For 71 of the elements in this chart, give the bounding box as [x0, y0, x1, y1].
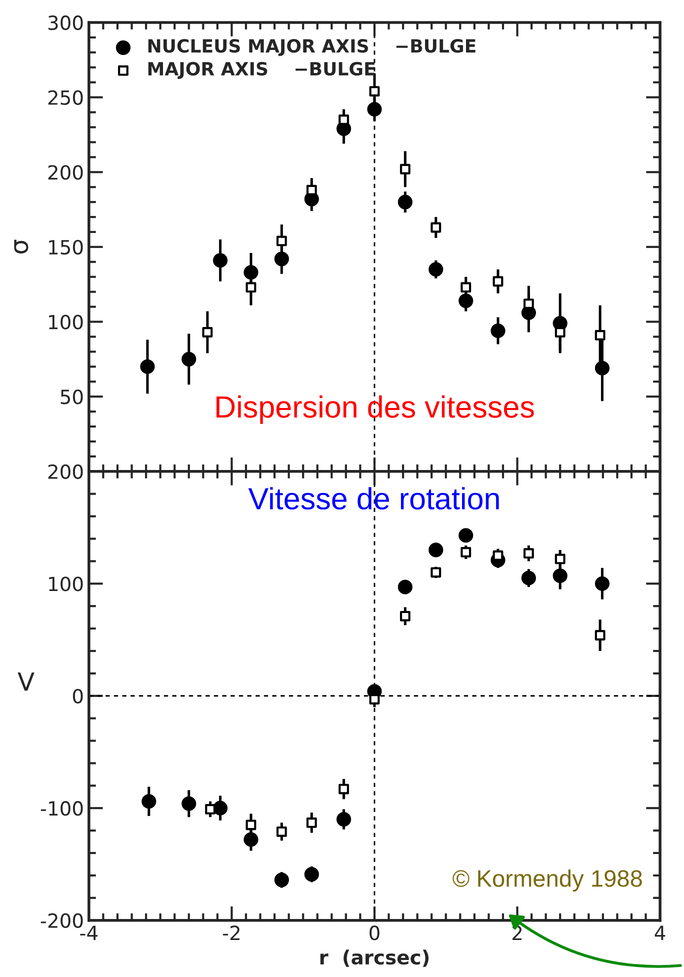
point: [212, 800, 228, 816]
point: [304, 867, 319, 882]
point: [244, 832, 258, 847]
point: [336, 812, 352, 827]
point: [554, 554, 566, 564]
y-tick-label: 100: [49, 314, 83, 330]
point: [398, 194, 412, 210]
y-tick-label: 200: [48, 464, 83, 480]
point: [492, 276, 504, 287]
point: [244, 265, 258, 280]
point: [458, 528, 474, 543]
point: [274, 252, 289, 266]
point: [400, 164, 410, 174]
point: [182, 796, 196, 811]
point: [552, 568, 568, 584]
point: [400, 610, 410, 622]
annotation: Vitesse de rotation: [248, 487, 499, 510]
annotation: Dispersion des vitesses: [216, 395, 534, 424]
point: [246, 820, 256, 830]
point: [205, 804, 216, 814]
y-tick-label: 300: [48, 15, 83, 30]
y-tick-label: 250: [48, 90, 83, 105]
point: [430, 567, 442, 578]
point: [274, 872, 289, 888]
point: [594, 360, 610, 376]
x-tick-label: -2: [222, 926, 240, 940]
point: [246, 282, 256, 293]
point: [554, 327, 566, 338]
point: [276, 826, 287, 837]
point: [594, 576, 610, 591]
point: [367, 102, 382, 117]
y-axis-title: V: [18, 672, 34, 691]
y-tick-label: -100: [40, 801, 83, 816]
annotation: © Kormendy 1988: [452, 870, 642, 892]
point: [140, 359, 155, 374]
y-tick-label: 150: [49, 240, 83, 255]
point: [276, 236, 287, 246]
point: [523, 298, 534, 310]
point: [182, 352, 196, 366]
point: [460, 547, 472, 558]
point: [430, 222, 442, 233]
point: [428, 542, 444, 558]
point: [306, 817, 317, 828]
point: [202, 327, 213, 338]
y-tick-label: 50: [60, 390, 83, 404]
point: [460, 282, 472, 293]
y-tick-label: 0: [72, 688, 83, 704]
point: [458, 294, 474, 308]
y-tick-label: 200: [48, 165, 83, 180]
point: [428, 262, 444, 277]
point: [398, 580, 412, 594]
point: [338, 114, 350, 125]
x-tick-label: 0: [370, 926, 380, 940]
point: [212, 253, 228, 268]
x-tick-label: -4: [80, 926, 98, 940]
point: [594, 330, 606, 340]
point: [594, 630, 606, 640]
point: [523, 548, 534, 559]
y-tick-label: 100: [49, 576, 83, 592]
point: [338, 784, 350, 794]
point: [490, 323, 506, 338]
legend-label: MAJOR AXIS −BULGE: [148, 62, 375, 79]
point: [369, 86, 380, 97]
point: [142, 794, 156, 809]
y-axis-title: σ: [14, 240, 28, 254]
point: [521, 570, 536, 586]
x-tick-label: 4: [654, 926, 666, 940]
legend-label: NUCLEUS MAJOR AXIS −BULGE: [148, 39, 476, 56]
y-tick-label: -200: [40, 913, 83, 928]
x-axis-title: r (arcsec): [320, 950, 429, 967]
point: [306, 184, 317, 196]
